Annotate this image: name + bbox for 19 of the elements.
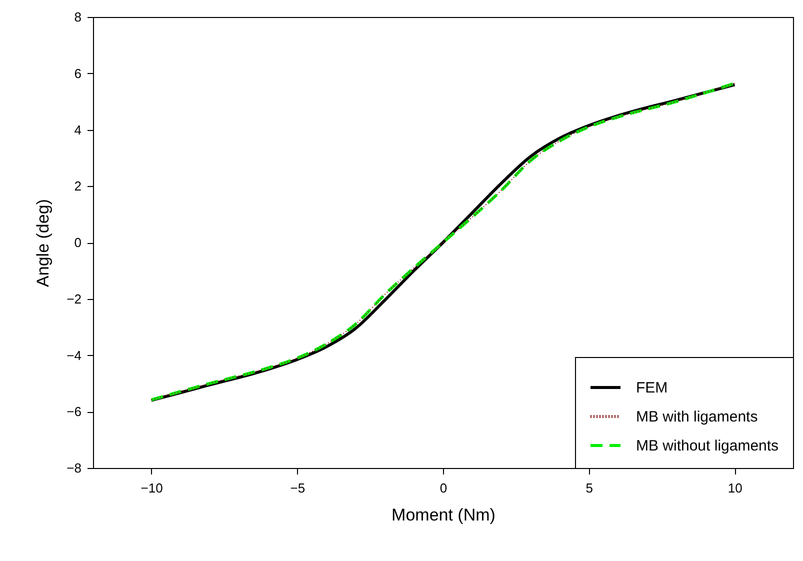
y-tick-label: −4 [66,348,82,363]
y-tick-label: 4 [74,122,82,138]
x-tick-label: 0 [440,480,448,496]
y-tick-label: 2 [74,178,82,194]
y-tick-label: 6 [74,66,82,81]
legend-label: FEM [636,380,668,396]
y-tick-label: −8 [66,460,82,476]
legend-label: MB with ligaments [636,408,758,426]
y-tick-label: 8 [74,10,82,24]
y-tick-label: 0 [74,235,82,250]
y-tick-label: −2 [66,291,82,306]
x-axis-title: Moment (Nm) [392,506,496,524]
y-tick-label: −6 [66,404,82,420]
x-tick-label: −10 [140,480,163,496]
y-axis-title: Angle (deg) [34,199,53,287]
x-tick-label: 5 [586,480,593,496]
x-tick-label: 10 [728,480,742,496]
x-tick-label: −5 [290,480,306,496]
legend-label: MB without ligaments [636,438,779,454]
